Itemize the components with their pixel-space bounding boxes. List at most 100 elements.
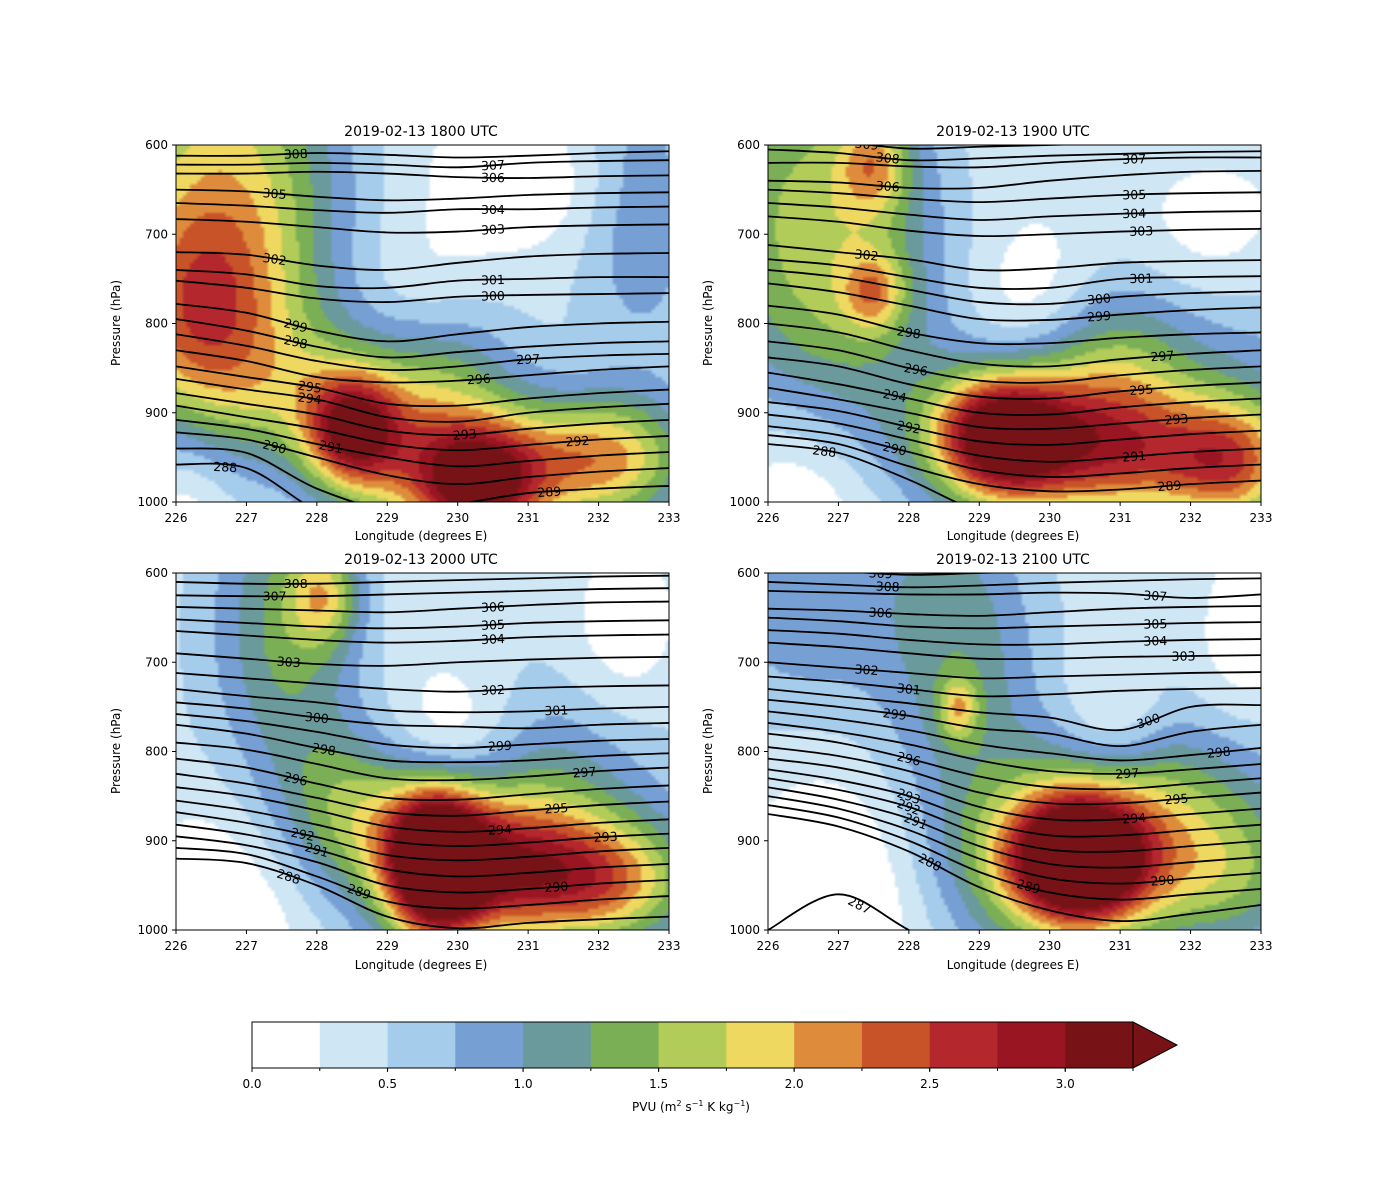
theta-contour-297: [768, 722, 1261, 775]
colorbar-tick-label: 0.0: [242, 1077, 261, 1091]
x-tick-label: 231: [517, 511, 540, 525]
y-axis-label: Pressure (hPa): [701, 280, 715, 366]
colorbar-tick-label: 2.5: [920, 1077, 939, 1091]
panel-title: 2019-02-13 2000 UTC: [344, 552, 498, 568]
y-tick-label: 700: [737, 227, 760, 241]
x-tick-label: 229: [376, 939, 399, 953]
theta-contour-287: [768, 893, 911, 930]
theta-contour-288: [768, 443, 959, 502]
theta-contour-291: [768, 413, 1261, 463]
contour-label: 299: [488, 738, 513, 754]
colorbar-label-sup-k: −1: [733, 1099, 745, 1108]
theta-contour-295: [176, 365, 669, 408]
colorbar-label: PVU (m2 s−1 K kg−1): [632, 1099, 750, 1114]
theta-contour-306: [768, 605, 1261, 617]
x-tick-label: 227: [827, 939, 850, 953]
contour-label: 302: [481, 682, 506, 698]
theta-contour-306: [768, 169, 1261, 190]
contour-label: 302: [854, 661, 879, 678]
theta-contour-300: [176, 701, 669, 730]
x-tick-label: 227: [235, 511, 258, 525]
colorbar-segment: [658, 1022, 727, 1068]
contour-label: 309: [868, 565, 893, 581]
contour-label: 290: [261, 436, 288, 456]
contour-label: 297: [516, 351, 541, 367]
colorbar-segment: [997, 1022, 1066, 1068]
theta-contour-301: [768, 258, 1261, 290]
theta-contour-307: [176, 159, 669, 169]
x-tick-label: 226: [757, 939, 780, 953]
contour-label: 306: [868, 605, 893, 621]
contour-label: 297: [1115, 765, 1140, 781]
theta-contour-304: [768, 629, 1261, 646]
theta-contour-290: [768, 795, 1261, 885]
contour-label: 288: [213, 459, 238, 475]
y-tick-label: 800: [737, 745, 760, 759]
theta-contour-302: [768, 661, 1261, 680]
contour-label: 292: [565, 433, 590, 450]
y-tick-label: 900: [737, 406, 760, 420]
contour-label: 302: [262, 250, 288, 268]
theta-contour-308: [176, 150, 669, 159]
contour-label: 308: [284, 146, 308, 162]
x-tick-label: 232: [587, 511, 610, 525]
theta-contour-292: [768, 401, 1261, 446]
panel-title: 2019-02-13 1800 UTC: [344, 124, 498, 140]
contour-label: 298: [896, 323, 922, 341]
contour-label: 307: [263, 589, 287, 604]
theta-contour-301: [176, 688, 669, 714]
colorbar-segment: [929, 1022, 998, 1068]
contour-label: 304: [1122, 206, 1146, 222]
x-tick-label: 232: [1179, 511, 1202, 525]
theta-contour-293: [768, 386, 1261, 431]
theta-contour-296: [768, 732, 1261, 791]
contour-label: 297: [572, 764, 597, 781]
x-tick-label: 232: [587, 939, 610, 953]
x-tick-label: 226: [165, 939, 188, 953]
contour-label: 296: [903, 360, 929, 379]
colorbar-label-k: K kg: [703, 1100, 733, 1114]
y-tick-label: 700: [737, 655, 760, 669]
y-tick-label: 900: [737, 834, 760, 848]
x-tick-label: 231: [517, 939, 540, 953]
colorbar: 0.0 0.5 1.0 1.5 2.0 2.5 3.0: [242, 1021, 1179, 1091]
theta-contour-296: [176, 349, 669, 384]
colorbar-label-s: s: [682, 1100, 692, 1114]
y-tick-label: 1000: [137, 923, 168, 937]
y-tick-label: 600: [737, 138, 760, 152]
contour-label: 308: [876, 579, 900, 595]
contour-label: 306: [875, 178, 900, 195]
colorbar-segment: [590, 1022, 660, 1068]
y-tick-label: 800: [145, 745, 168, 759]
contour-label: 307: [1122, 151, 1146, 167]
plot-area: 3093083073063053043033023013002992982972…: [729, 565, 1272, 953]
theta-contour-298: [768, 710, 1261, 762]
panel-1: 2019-02-13 1800 UTC Longitude (degrees E…: [109, 124, 680, 543]
pv-field: [176, 573, 669, 930]
x-tick-label: 232: [1179, 939, 1202, 953]
colorbar-segment: [1065, 1022, 1134, 1068]
x-tick-label: 230: [1038, 939, 1061, 953]
theta-contour-299: [176, 713, 669, 749]
theta-contour-299: [768, 698, 1261, 748]
theta-contour-297: [176, 741, 669, 782]
pv-field: [768, 145, 1261, 502]
theta-contour-308: [768, 577, 1261, 589]
x-tick-label: 227: [235, 939, 258, 953]
x-axis-label: Longitude (degrees E): [355, 529, 488, 543]
theta-contour-290: [176, 431, 669, 486]
contour-label: 291: [1122, 448, 1147, 465]
panel-title: 2019-02-13 2100 UTC: [936, 552, 1090, 568]
x-tick-label: 231: [1109, 511, 1132, 525]
y-tick-label: 900: [145, 406, 168, 420]
y-tick-label: 600: [145, 566, 168, 580]
contour-label: 294: [882, 386, 908, 405]
contour-label: 301: [896, 680, 921, 697]
theta-contour-296: [176, 757, 669, 801]
x-tick-label: 227: [827, 511, 850, 525]
contour-label: 289: [1015, 876, 1042, 897]
theta-contour-305: [768, 616, 1261, 630]
theta-contour-294: [768, 371, 1261, 416]
colorbar-label-sup-s: −1: [692, 1099, 704, 1108]
